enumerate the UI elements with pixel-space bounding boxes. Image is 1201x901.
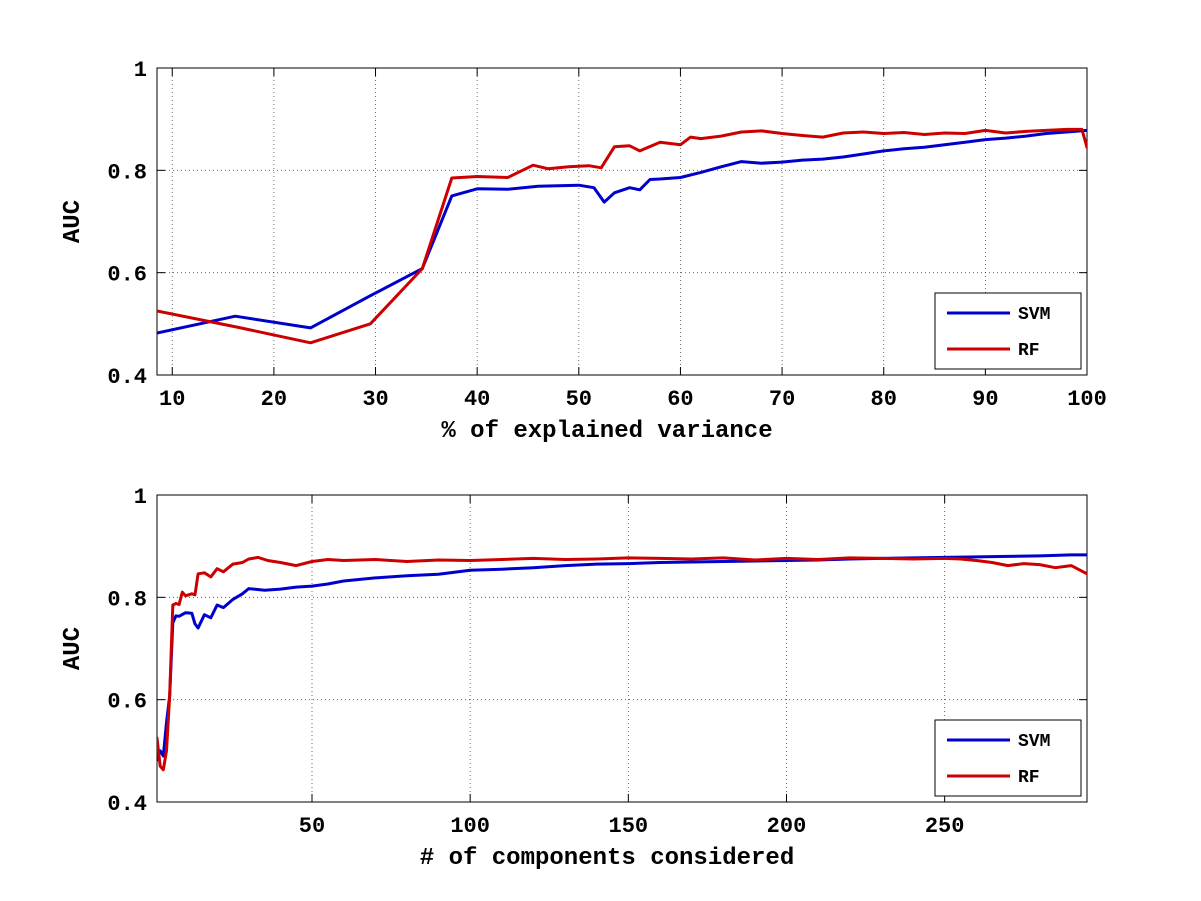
- y-tick-label: 0.8: [107, 160, 147, 185]
- x-tick-label: 40: [464, 387, 490, 412]
- x-tick-label: 50: [299, 814, 325, 839]
- y-tick-label: 1: [134, 485, 147, 510]
- x-tick-label: 80: [871, 387, 897, 412]
- x-tick-label: 250: [925, 814, 965, 839]
- y-tick-label: 1: [134, 58, 147, 83]
- x-tick-label: 200: [767, 814, 807, 839]
- x-axis-label: # of components considered: [420, 845, 794, 872]
- y-axis-label: AUC: [60, 627, 87, 670]
- x-tick-label: 150: [609, 814, 649, 839]
- y-tick-label: 0.4: [107, 365, 147, 390]
- axes-box: [156, 67, 1088, 376]
- x-tick-label: 100: [450, 814, 490, 839]
- x-tick-label: 60: [667, 387, 693, 412]
- legend-label-svm: SVM: [1018, 305, 1050, 325]
- legend-box: [934, 719, 1082, 797]
- x-tick-label: 100: [1067, 387, 1107, 412]
- legend-label-svm: SVM: [1018, 732, 1050, 752]
- x-tick-label: 30: [362, 387, 388, 412]
- x-tick-label: 20: [261, 387, 287, 412]
- x-tick-label: 50: [566, 387, 592, 412]
- series-line-rf: [157, 127, 1087, 345]
- series-line-rf: [157, 555, 1087, 772]
- x-tick-label: 70: [769, 387, 795, 412]
- legend: SVM RF: [934, 292, 1082, 370]
- top-subplot: 10 20 30 40 50 60 70 80 90 100 0.4 0.6 0.8 1 % of expl…: [60, 58, 1107, 445]
- legend: SVM RF: [934, 719, 1082, 797]
- axes-box: [156, 494, 1088, 803]
- x-axis-label: % of explained variance: [441, 418, 772, 445]
- legend-label-rf: RF: [1018, 768, 1040, 788]
- legend-box: [934, 292, 1082, 370]
- y-tick-label: 0.6: [107, 690, 147, 715]
- x-tick-label: 90: [972, 387, 998, 412]
- y-tick-label: 0.6: [107, 263, 147, 288]
- legend-label-rf: RF: [1018, 341, 1040, 361]
- y-tick-label: 0.4: [107, 792, 147, 817]
- y-axis-label: AUC: [60, 200, 87, 243]
- series-line-svm: [157, 128, 1087, 335]
- y-tick-label: 0.8: [107, 587, 147, 612]
- x-tick-label: 10: [159, 387, 185, 412]
- bottom-subplot: 50 100 150 200 250 0.4 0.6 0.8 1 # of components …: [60, 485, 1088, 872]
